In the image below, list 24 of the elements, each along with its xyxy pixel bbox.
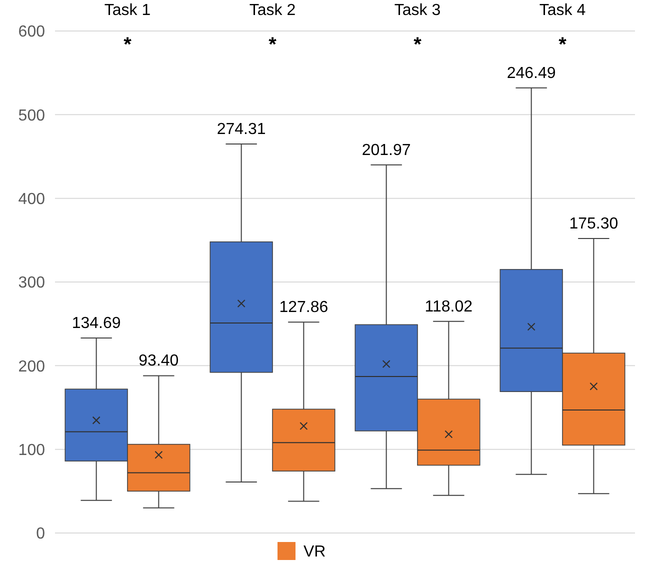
x-tick-label: Task 4 <box>539 2 586 19</box>
text: 201.97 <box>362 142 411 159</box>
text: 274.31 <box>216 120 266 138</box>
x-tick-label: Task 1 <box>104 2 151 19</box>
y-tick-label: 0 <box>36 526 46 543</box>
annotation: * <box>558 34 567 56</box>
annotation: * <box>268 34 277 56</box>
y-tick-label: 600 <box>18 24 46 41</box>
text: 127.86 <box>279 299 328 316</box>
text: 175.30 <box>569 215 618 232</box>
annotation: * <box>414 34 422 56</box>
y-tick-label: 500 <box>18 107 46 124</box>
x-tick-label: Task 3 <box>394 2 441 19</box>
y-tick-label: 400 <box>18 190 46 208</box>
x-tick-label: Task 2 <box>249 2 296 19</box>
text: 246.49 <box>506 64 556 82</box>
text: 134.69 <box>72 315 121 332</box>
y-tick-label: 100 <box>18 442 46 459</box>
text: 93.40 <box>138 352 179 370</box>
y-tick-label: 200 <box>18 358 46 376</box>
annotation: * <box>124 34 132 56</box>
legend-label: VR <box>304 544 326 561</box>
y-tick-label: 300 <box>18 274 46 292</box>
text: 118.02 <box>424 298 473 316</box>
